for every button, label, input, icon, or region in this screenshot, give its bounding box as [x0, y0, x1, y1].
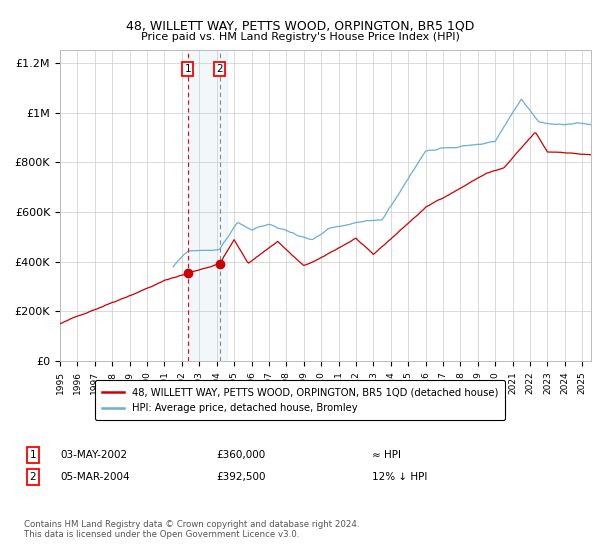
Legend: 48, WILLETT WAY, PETTS WOOD, ORPINGTON, BR5 1QD (detached house), HPI: Average p: 48, WILLETT WAY, PETTS WOOD, ORPINGTON, …	[95, 380, 505, 421]
Text: 05-MAR-2004: 05-MAR-2004	[60, 472, 130, 482]
Text: 12% ↓ HPI: 12% ↓ HPI	[372, 472, 427, 482]
Text: 48, WILLETT WAY, PETTS WOOD, ORPINGTON, BR5 1QD: 48, WILLETT WAY, PETTS WOOD, ORPINGTON, …	[126, 20, 474, 32]
Text: £392,500: £392,500	[216, 472, 265, 482]
Text: Contains HM Land Registry data © Crown copyright and database right 2024.
This d: Contains HM Land Registry data © Crown c…	[24, 520, 359, 539]
Text: 1: 1	[184, 64, 191, 74]
Text: 1: 1	[29, 450, 37, 460]
Text: ≈ HPI: ≈ HPI	[372, 450, 401, 460]
Text: 2: 2	[29, 472, 37, 482]
Text: 2: 2	[217, 64, 223, 74]
Text: £360,000: £360,000	[216, 450, 265, 460]
Bar	[188, 50, 227, 361]
Text: Price paid vs. HM Land Registry's House Price Index (HPI): Price paid vs. HM Land Registry's House …	[140, 32, 460, 43]
Text: 03-MAY-2002: 03-MAY-2002	[60, 450, 127, 460]
